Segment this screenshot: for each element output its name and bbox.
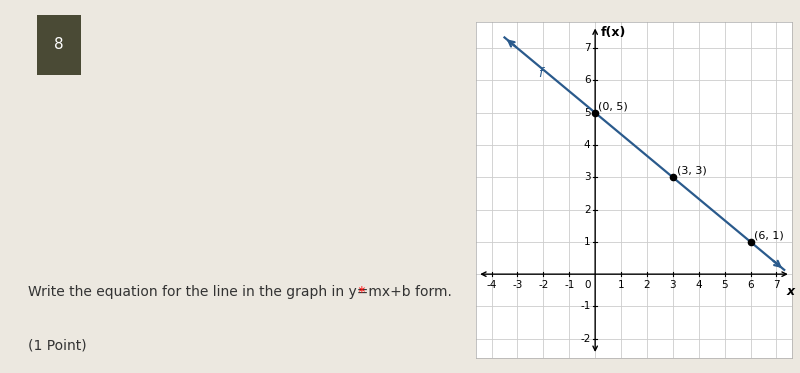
Text: 1: 1 [618,280,624,290]
Text: 3: 3 [584,172,590,182]
Text: f(x): f(x) [600,26,626,39]
Text: 8: 8 [54,37,64,52]
Text: 5: 5 [584,108,590,118]
Text: (6, 1): (6, 1) [754,230,784,240]
Text: x: x [786,285,794,298]
Text: 0: 0 [584,280,590,290]
Text: -2: -2 [580,334,590,344]
Text: 7: 7 [584,43,590,53]
Text: -1: -1 [564,280,574,290]
Text: 7: 7 [773,280,780,290]
Text: -3: -3 [512,280,522,290]
Text: -4: -4 [486,280,497,290]
Text: 2: 2 [584,205,590,214]
Text: 4: 4 [695,280,702,290]
Text: 3: 3 [670,280,676,290]
Text: 6: 6 [747,280,754,290]
Text: 6: 6 [584,75,590,85]
Text: 4: 4 [584,140,590,150]
Text: 2: 2 [644,280,650,290]
Text: (1 Point): (1 Point) [28,338,87,352]
Text: *: * [354,285,366,300]
Text: -2: -2 [538,280,549,290]
Text: 1: 1 [584,237,590,247]
Text: (3, 3): (3, 3) [677,166,706,176]
Text: (0, 5): (0, 5) [598,101,628,111]
Text: f: f [538,67,542,80]
Text: Write the equation for the line in the graph in y=mx+b form.: Write the equation for the line in the g… [28,285,452,300]
Text: 5: 5 [722,280,728,290]
Text: -1: -1 [580,301,590,311]
